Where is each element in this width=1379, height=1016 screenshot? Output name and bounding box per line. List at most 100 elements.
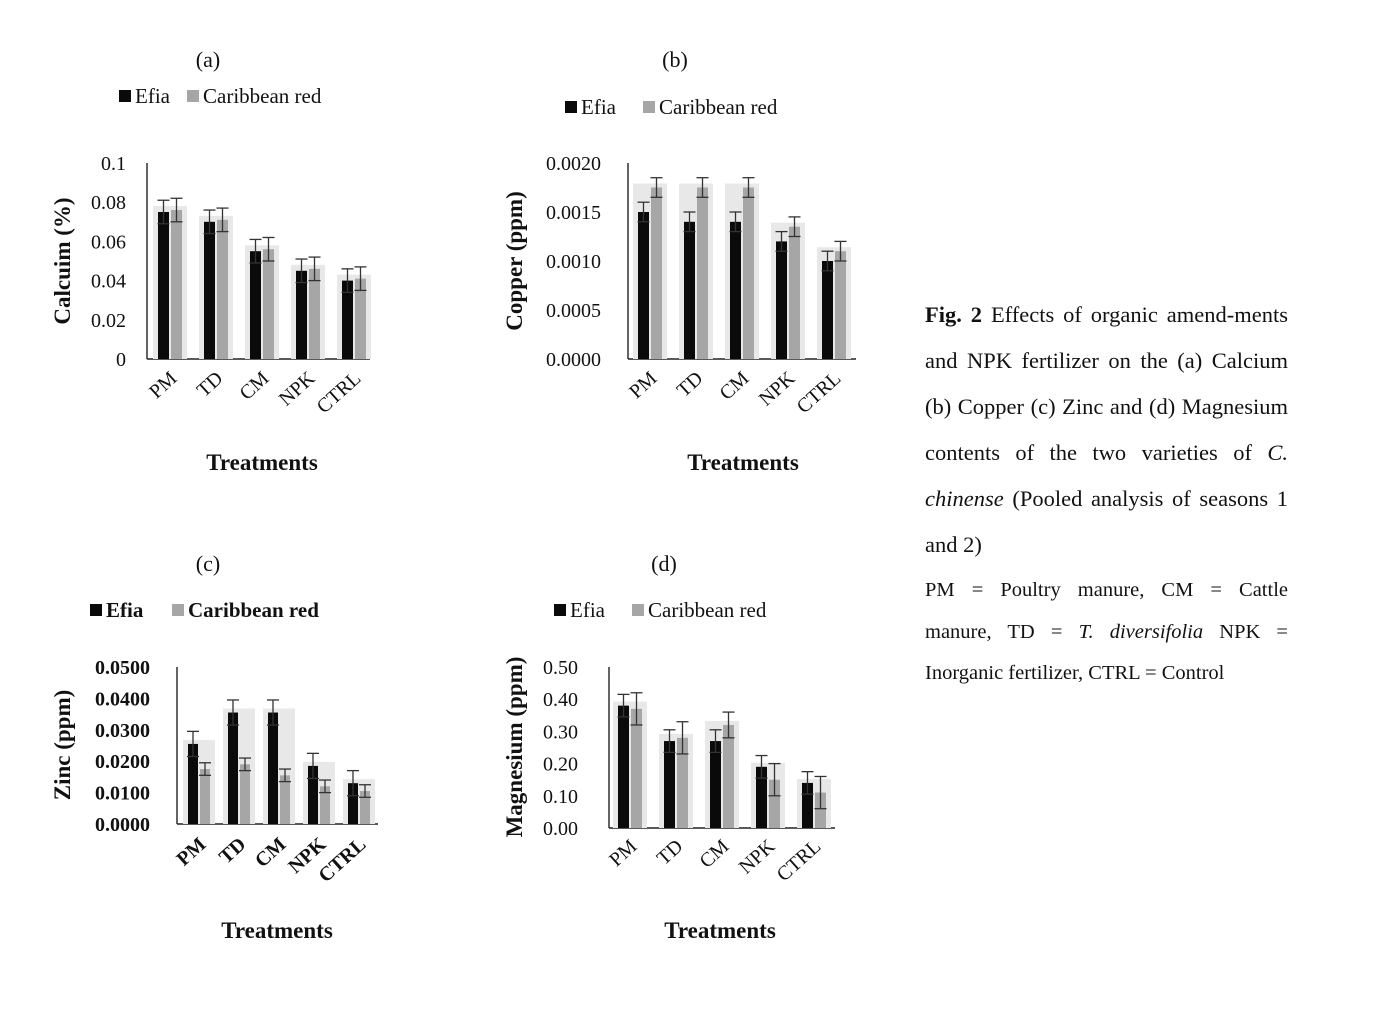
bar-caribbean-red-npk	[769, 779, 780, 828]
x-axis-label: Treatments	[687, 450, 799, 475]
figure-charts: (a) Efia Caribbean red Calcuim (%) 0 0.02 0.04…	[50, 47, 856, 943]
chart-panel-4: (d) Efia Caribbean red Magnesium (ppm) 0.00 0…	[502, 551, 835, 943]
error-bar-efia-npk	[755, 754, 768, 779]
bar-caribbean-red-td	[677, 737, 688, 828]
bar-halo	[183, 739, 215, 824]
panel-title: (a)	[196, 47, 220, 72]
legend-swatch-caribbean-red	[187, 90, 199, 102]
x-tick-label-cm: CM	[715, 367, 753, 404]
legend-swatch-efia	[554, 604, 566, 616]
legend-label-caribbean-red: Caribbean red	[659, 95, 778, 119]
x-tick-label-cm: CM	[235, 367, 273, 404]
caption-main: Fig. 2 Effects of organic amend-ments an…	[925, 292, 1288, 568]
error-bar-efia-td	[663, 729, 676, 753]
bar-caribbean-red-cm	[280, 775, 290, 824]
error-bar-caribbean-red-cm	[722, 711, 735, 739]
bar-caribbean-red-ctrl	[815, 792, 826, 828]
y-tick-label: 0.0100	[95, 783, 150, 805]
y-axis-label: Magnesium (ppm)	[502, 657, 527, 838]
error-bar-caribbean-red-cm	[279, 768, 291, 783]
bar-caribbean-red-pm	[631, 708, 642, 828]
bar-caribbean-red-pm	[651, 187, 662, 359]
error-bar-caribbean-red-ctrl	[814, 775, 827, 810]
x-tick-label-pm: PM	[145, 367, 181, 403]
bar-caribbean-red-pm	[200, 769, 210, 824]
error-bar-caribbean-red-ctrl	[354, 266, 367, 292]
bar-caribbean-red-ctrl	[360, 791, 370, 824]
error-bar-efia-ctrl	[347, 769, 359, 797]
bar-efia-pm	[158, 212, 169, 359]
x-tick-label-pm: PM	[173, 833, 211, 870]
bar-caribbean-red-npk	[789, 226, 800, 359]
y-axis-label: Calcuim (%)	[50, 197, 75, 324]
x-tick-label-cm: CM	[251, 833, 291, 872]
legend-swatch-caribbean-red	[643, 101, 655, 113]
error-bar-caribbean-red-cm	[262, 236, 275, 262]
bar-efia-npk	[296, 270, 307, 359]
y-tick-label: 0.0020	[546, 153, 601, 175]
x-tick-label-td: TD	[215, 833, 250, 868]
caption-text-1: Effects of organic amend-ments and NPK f…	[925, 302, 1288, 465]
y-tick-label: 0.0000	[95, 814, 150, 836]
chart-panel-2: (b) Efia Caribbean red Copper (ppm) 0.0000 0.…	[502, 47, 856, 475]
y-tick-label: 0.0200	[95, 751, 150, 773]
legend-swatch-caribbean-red	[172, 604, 184, 616]
x-axis-label: Treatments	[664, 918, 776, 943]
y-tick-label: 0	[116, 349, 126, 371]
legend-swatch-efia	[565, 101, 577, 113]
bar-caribbean-red-td	[217, 219, 228, 359]
y-tick-label: 0.06	[91, 231, 126, 253]
error-bar-efia-ctrl	[801, 771, 814, 795]
bar-caribbean-red-npk	[309, 268, 320, 359]
y-axis-label: Zinc (ppm)	[50, 690, 75, 801]
y-tick-label: 0.0005	[546, 300, 601, 322]
bar-caribbean-red-cm	[743, 187, 754, 359]
bar-efia-pm	[638, 212, 649, 359]
legend-label-caribbean-red: Caribbean red	[188, 598, 319, 622]
x-tick-label-ctrl: CTRL	[793, 367, 846, 418]
y-tick-label: 0.10	[543, 786, 578, 808]
legend-swatch-efia	[119, 90, 131, 102]
x-axis-label: Treatments	[221, 918, 333, 943]
bar-caribbean-red-npk	[320, 786, 330, 824]
bar-caribbean-red-cm	[263, 249, 274, 359]
error-bar-caribbean-red-ctrl	[834, 240, 847, 262]
legend-label-efia: Efia	[106, 598, 144, 622]
legend-swatch-efia	[90, 604, 102, 616]
bar-halo	[263, 708, 295, 824]
bar-efia-npk	[756, 766, 767, 828]
x-tick-label-cm: CM	[695, 835, 733, 872]
error-bar-efia-pm	[157, 199, 170, 225]
error-bar-efia-cm	[267, 699, 279, 726]
error-bar-caribbean-red-pm	[650, 177, 663, 198]
caption-species: C. chinense	[925, 440, 1288, 511]
y-tick-label: 0.00	[543, 818, 578, 840]
error-bar-efia-cm	[729, 211, 742, 233]
figure-caption: Fig. 2 Effects of organic amend-ments an…	[925, 292, 1288, 695]
legend-label-caribbean-red: Caribbean red	[203, 84, 322, 108]
bar-halo	[223, 708, 255, 824]
bar-efia-ctrl	[822, 261, 833, 359]
panel-title: (c)	[196, 551, 220, 576]
caption-notes-1: PM = Poultry manure, CM = Cattle manure,…	[925, 579, 1288, 643]
y-tick-label: 0.0500	[95, 657, 150, 679]
bar-efia-cm	[730, 221, 741, 359]
error-bar-caribbean-red-npk	[319, 779, 331, 794]
x-tick-label-npk: NPK	[755, 367, 800, 410]
y-tick-label: 0.20	[543, 754, 578, 776]
bar-efia-npk	[308, 765, 318, 824]
error-bar-efia-pm	[637, 201, 650, 223]
error-bar-efia-npk	[307, 752, 319, 780]
y-tick-label: 0.0015	[546, 202, 601, 224]
error-bar-efia-ctrl	[821, 250, 834, 272]
x-tick-label-td: TD	[653, 835, 688, 869]
y-tick-label: 0.0300	[95, 720, 150, 742]
x-tick-label-td: TD	[193, 367, 228, 401]
error-bar-efia-ctrl	[341, 268, 354, 294]
bar-efia-td	[664, 741, 675, 828]
legend-label-efia: Efia	[570, 598, 606, 622]
legend-label-efia: Efia	[581, 95, 617, 119]
bar-efia-cm	[710, 741, 721, 828]
error-bar-caribbean-red-npk	[768, 762, 781, 797]
caption-fig-label: Fig. 2	[925, 302, 983, 327]
